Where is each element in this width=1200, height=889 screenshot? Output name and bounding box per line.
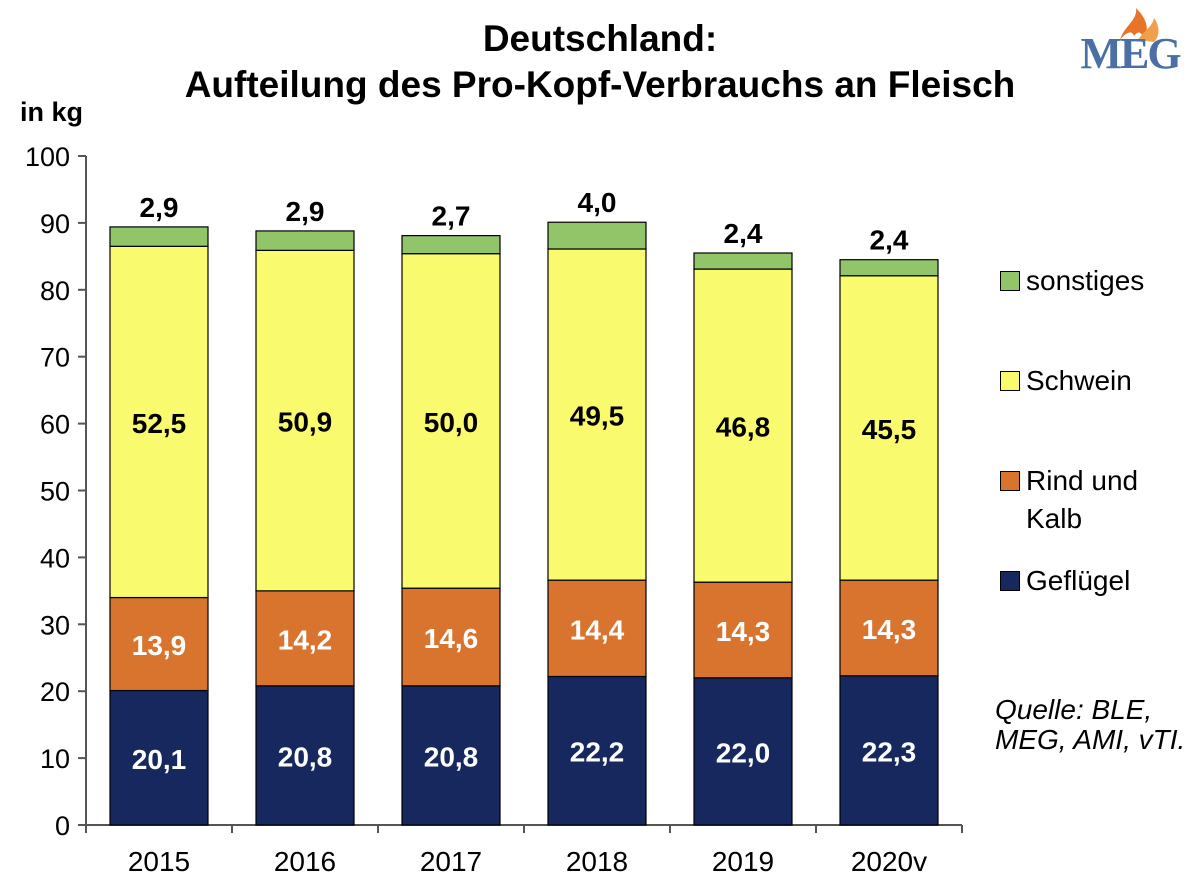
legend-swatch [1000,271,1020,291]
bar-segment [401,685,501,826]
y-tick-label: 60 [40,410,70,440]
legend-label: sonstiges [1026,265,1145,296]
bar-segment [255,685,355,826]
data-label: 14,3 [862,614,917,645]
data-label: 14,4 [570,614,625,645]
bar-segment [839,259,939,277]
x-tick-label: 2015 [128,846,190,877]
bar-segment [839,675,939,826]
meg-logo: MEG [1080,6,1182,78]
y-tick-label: 90 [40,209,70,239]
legend-item: Rind und Kalb [1000,462,1176,538]
y-tick-label: 40 [40,543,70,573]
legend-item: Schwein [1000,362,1132,400]
flame-icon [1120,8,1159,42]
bar-segment [109,596,209,692]
x-tick-label: 2020v [851,846,927,877]
data-label: 46,8 [716,412,771,443]
bar-segment [547,221,647,250]
bar-segment [693,252,793,270]
bar-segment [693,677,793,826]
bar-segment [839,275,939,581]
data-label: 45,5 [862,414,917,445]
bar-segment [109,245,209,599]
data-label: 2,4 [870,225,909,256]
data-label: 2,9 [140,192,179,223]
bars [109,221,939,826]
bar-segment [109,226,209,247]
data-label: 49,5 [570,401,625,432]
data-label: 20,8 [424,741,479,772]
bar-segment [255,230,355,251]
data-label: 14,3 [716,616,771,647]
y-axis-unit-label: in kg [20,97,84,127]
y-tick-label: 0 [55,811,70,841]
data-label: 20,8 [278,741,333,772]
legend-label: Rind und Kalb [1026,465,1139,534]
bar-segment [693,268,793,583]
y-tick-label: 80 [40,276,70,306]
x-tick-label: 2019 [712,846,774,877]
axes: 0 10 20 30 40 50 60 70 80 90 100 2015 2016 2017 2018 20… [25,142,963,877]
legend-item: Geflügel [1000,562,1130,600]
data-label: 2,7 [432,201,471,232]
bar-segment [401,235,501,255]
bar-segment [255,249,355,592]
data-label: 50,0 [424,407,479,438]
y-tick-label: 20 [40,677,70,707]
data-label: 4,0 [578,187,617,218]
chart-title: Deutschland: [482,18,718,59]
bar-segment [547,675,647,826]
legend-item: sonstiges [1000,262,1144,300]
data-label: 50,9 [278,407,333,438]
legend-swatch [1000,471,1020,491]
data-label: 2,9 [286,196,325,227]
bar-segment [401,253,501,589]
data-label: 14,2 [278,624,333,655]
bar-segment [109,689,209,826]
y-tick-label: 100 [25,142,70,172]
y-tick-label: 70 [40,343,70,373]
data-label: 2,4 [724,218,763,249]
data-label: 14,6 [424,623,479,654]
bar-segment [693,581,793,679]
data-labels: 20,1 13,9 52,5 2,9 20,8 14,2 50,9 2,9 20,8 14,6 50… [132,187,917,775]
bar-segment [255,590,355,687]
chart-subtitle: Aufteilung des Pro-Kopf-Verbrauchs an Fl… [184,64,1016,105]
y-tick-label: 30 [40,610,70,640]
data-label: 13,9 [132,630,187,661]
data-label: 52,5 [132,408,187,439]
data-label: 22,2 [570,737,625,768]
y-tick-label: 10 [40,744,70,774]
legend-swatch [1000,371,1020,391]
data-label: 22,3 [862,736,917,767]
x-tick-label: 2017 [420,846,482,877]
bar-segment [547,248,647,581]
logo-text: MEG [1080,29,1181,78]
x-tick-label: 2016 [274,846,336,877]
source-note: Quelle: BLE, MEG, AMI, vTI. [995,694,1186,755]
x-tick-label: 2018 [566,846,628,877]
data-label: 20,1 [132,744,187,775]
legend-label: Geflügel [1026,565,1131,596]
y-tick-label: 50 [40,477,70,507]
bar-segment [401,587,501,687]
legend-swatch [1000,571,1020,591]
legend-label: Schwein [1026,365,1132,396]
data-label: 22,0 [716,737,771,768]
